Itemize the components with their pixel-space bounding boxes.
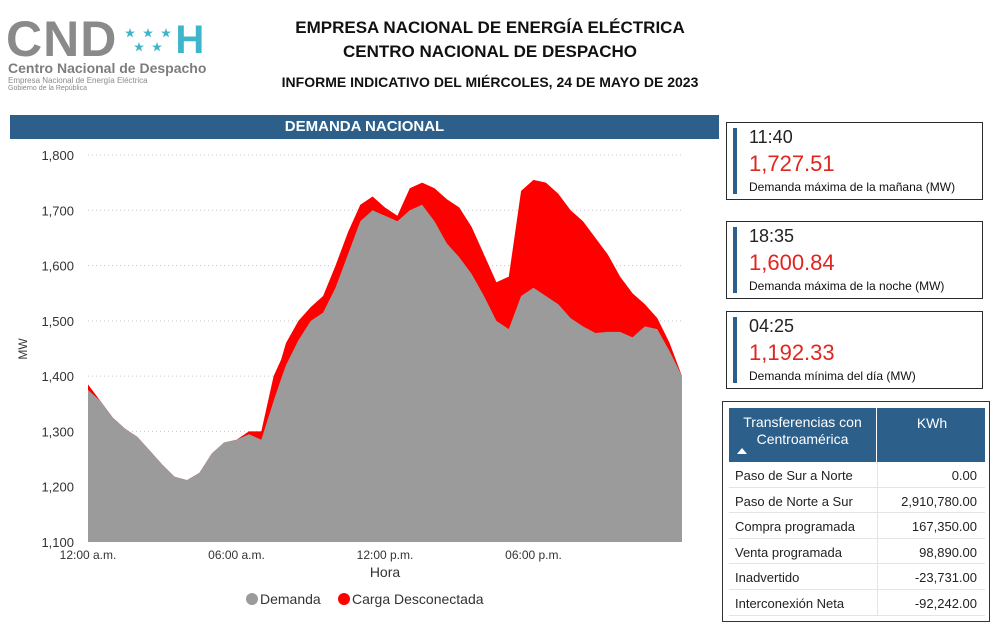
x-tick-label: 12:00 a.m.: [60, 548, 117, 562]
column-header-transfers[interactable]: Transferencias con Centroamérica: [729, 408, 877, 462]
legend-label-carga-desconectada: Carga Desconectada: [352, 591, 484, 607]
kpi-time: 04:25: [749, 316, 795, 336]
logo-h-text: H: [175, 18, 205, 62]
row-value: 2,910,780.00: [901, 493, 977, 509]
company-title: EMPRESA NACIONAL DE ENERGÍA ELÉCTRICA: [295, 18, 685, 37]
cnd-logo: CND H Centro Nacional de Despacho Empres…: [6, 14, 236, 98]
table-row: Compra programada 167,350.00: [729, 513, 985, 539]
table-row: Interconexión Neta -92,242.00: [729, 589, 985, 616]
x-tick-label: 12:00 p.m.: [357, 548, 414, 562]
row-value: -23,731.00: [914, 570, 977, 586]
y-tick-label: 1,500: [41, 314, 74, 329]
stars-icon: [125, 28, 172, 52]
chart-title: DEMANDA NACIONAL: [10, 115, 719, 139]
logo-subtitle: Centro Nacional de Despacho: [8, 60, 207, 76]
row-label: Venta programada: [735, 544, 842, 560]
row-value: 0.00: [951, 468, 977, 483]
row-label: Inadvertido: [735, 570, 800, 586]
kpi-label: Demanda máxima de la mañana (MW): [749, 180, 956, 194]
kpi-card-morning-max: 11:40 1,727.51 Demanda máxima de la maña…: [726, 122, 983, 200]
transfers-table-header: Transferencias con Centroamérica KWh: [729, 408, 985, 462]
demand-chart-panel: 1,100 1,200 1,300 1,400 1,500 1,600 1,700 1,800…: [8, 113, 720, 622]
row-label: Paso de Sur a Norte: [735, 468, 853, 483]
row-label: Compra programada: [735, 519, 855, 535]
y-tick-label: 1,600: [41, 259, 74, 274]
report-header: EMPRESA NACIONAL DE ENERGÍA ELÉCTRICA CE…: [240, 16, 740, 90]
logo-government: Gobierno de la República: [8, 85, 87, 92]
sort-ascending-icon[interactable]: [737, 448, 747, 454]
series-area-demanda: [88, 204, 682, 543]
center-title: CENTRO NACIONAL DE DESPACHO: [342, 42, 638, 61]
kpi-label: Demanda máxima de la noche (MW): [749, 279, 945, 293]
row-value: 167,350.00: [911, 519, 977, 535]
column-header-kwh[interactable]: KWh: [916, 415, 948, 431]
row-label: Interconexión Neta: [735, 595, 845, 611]
y-tick-label: 1,400: [41, 369, 74, 384]
y-tick-label: 1,700: [41, 203, 74, 218]
y-tick-label: 1,300: [41, 424, 74, 439]
legend-label-demanda: Demanda: [260, 591, 321, 607]
row-label: Paso de Norte a Sur: [735, 493, 853, 509]
logo-company: Empresa Nacional de Energía Eléctrica: [8, 76, 148, 85]
kpi-time: 18:35: [749, 226, 795, 246]
report-date-title: INFORME INDICATIVO DEL MIÉRCOLES, 24 DE …: [281, 74, 699, 90]
kpi-card-day-min: 04:25 1,192.33 Demanda mínima del día (M…: [726, 311, 983, 389]
logo-mark: CND H: [6, 14, 204, 64]
transfers-table: Transferencias con Centroamérica KWh Pas…: [722, 401, 990, 622]
row-value: -92,242.00: [914, 595, 977, 611]
y-tick-label: 1,800: [41, 148, 74, 163]
kpi-value: 1,727.51: [749, 151, 835, 176]
table-row: Paso de Sur a Norte 0.00: [729, 462, 985, 488]
x-axis-title: Hora: [370, 564, 401, 580]
y-tick-label: 1,100: [41, 535, 74, 550]
kpi-value: 1,192.33: [749, 340, 835, 365]
x-tick-label: 06:00 a.m.: [208, 548, 265, 562]
column-header-label: Transferencias con Centroamérica: [743, 414, 862, 447]
row-value: 98,890.00: [919, 544, 977, 560]
kpi-time: 11:40: [749, 127, 793, 147]
table-row: Venta programada 98,890.00: [729, 538, 985, 565]
y-axis-title: MW: [16, 338, 30, 360]
legend-marker-demanda: [246, 593, 258, 605]
kpi-label: Demanda mínima del día (MW): [749, 369, 916, 383]
kpi-card-night-max: 18:35 1,600.84 Demanda máxima de la noch…: [726, 221, 983, 299]
x-tick-label: 06:00 p.m.: [505, 548, 562, 562]
kpi-value: 1,600.84: [749, 250, 835, 275]
table-row: Paso de Norte a Sur 2,910,780.00: [729, 487, 985, 514]
demand-chart: 1,100 1,200 1,300 1,400 1,500 1,600 1,700 1,800…: [16, 148, 682, 607]
legend-marker-carga-desconectada: [338, 593, 350, 605]
logo-cnd-text: CND: [6, 11, 118, 67]
y-tick-label: 1,200: [41, 480, 74, 495]
table-row: Inadvertido -23,731.00: [729, 564, 985, 590]
transfers-table-body: Paso de Sur a Norte 0.00 Paso de Norte a…: [729, 462, 985, 616]
